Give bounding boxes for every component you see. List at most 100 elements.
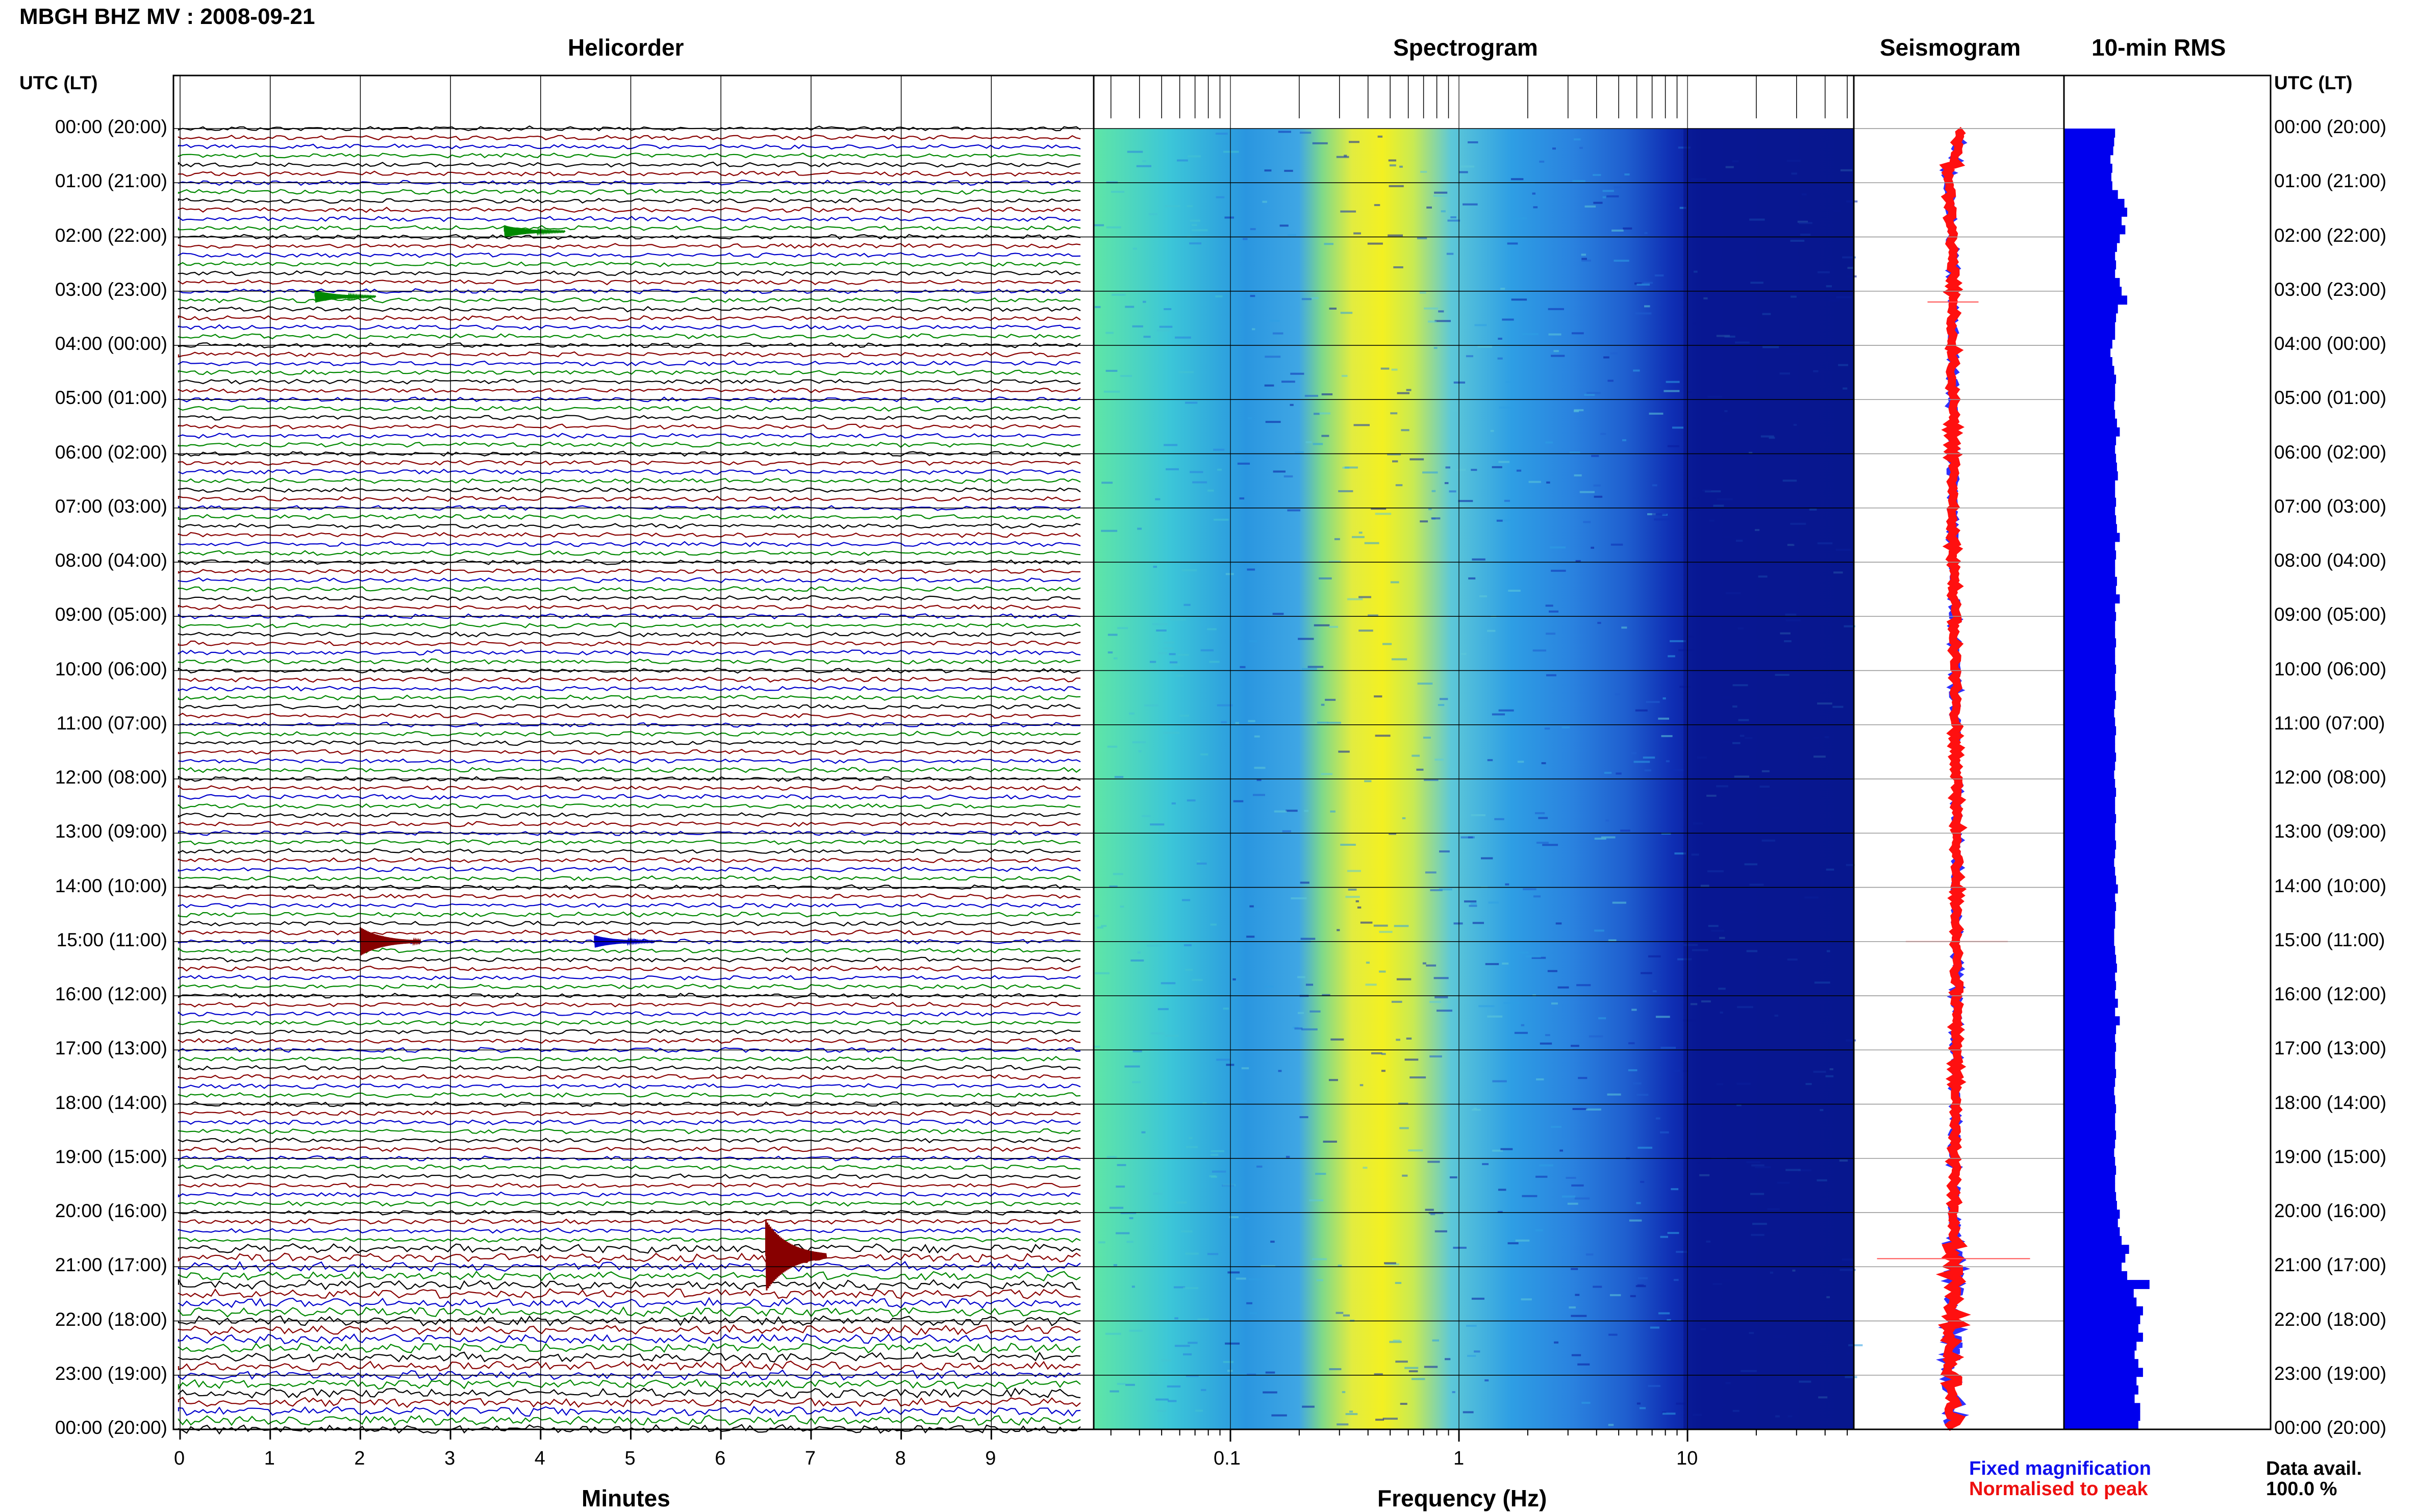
spectrogram-cell: [1298, 1012, 1304, 1014]
rms-bar: [2064, 840, 2117, 850]
spectrogram-cell: [1571, 1354, 1581, 1356]
spectrogram-cell: [1422, 471, 1438, 474]
spectrogram-cell: [1485, 963, 1499, 965]
helicorder-trace: [178, 929, 1081, 936]
rms-bar: [2064, 181, 2112, 191]
spectrogram-cell: [1455, 469, 1466, 471]
helicorder-trace: [178, 1227, 1081, 1234]
spectrogram-cell: [1164, 444, 1178, 446]
spectrogram-cell: [1424, 307, 1438, 310]
helicorder-event: [359, 927, 422, 955]
spectrogram-cell: [1217, 468, 1222, 471]
spectrogram-cell: [1211, 1175, 1217, 1178]
hour-label-left: 10:00 (06:00): [55, 658, 167, 679]
spectrogram-cell: [1227, 1271, 1240, 1274]
spectrogram-cell: [1510, 178, 1524, 181]
spectrogram-cell: [1094, 915, 1099, 917]
helicorder-trace: [178, 622, 1081, 628]
spectrogram-cell: [1425, 1208, 1434, 1211]
rms-bar: [2064, 559, 2115, 569]
spectrogram-cell: [1117, 1382, 1126, 1385]
spectrogram-cell: [1433, 194, 1448, 197]
hour-label-right: 01:00 (21:00): [2274, 170, 2387, 192]
spectrogram-cell: [1542, 844, 1558, 846]
rms-bar: [2064, 1209, 2120, 1219]
spectrogram-cell: [1263, 1391, 1277, 1394]
hour-label-right: 15:00 (11:00): [2274, 929, 2385, 950]
rms-bar: [2064, 190, 2118, 199]
rms-bar: [2064, 1385, 2138, 1395]
spectrogram-cell: [1507, 242, 1518, 245]
helicorder-trace: [178, 487, 1081, 493]
spectrogram-cell: [1396, 1039, 1400, 1041]
spectrogram-cell: [1148, 213, 1157, 215]
spectrogram-cell: [1179, 714, 1189, 717]
spectrogram-cell: [1628, 1069, 1638, 1071]
rms-bar: [2064, 1324, 2138, 1333]
spectrogram-cell: [1321, 773, 1333, 775]
helicorder-trace: [178, 234, 1081, 240]
helicorder-trace: [178, 315, 1081, 321]
spectrogram-cell: [1409, 1076, 1426, 1079]
rms-bar: [2064, 1104, 2117, 1114]
spectrogram-cell: [1581, 254, 1586, 256]
spectrogram-cell: [1417, 683, 1433, 685]
spectrogram-cell: [1337, 1423, 1349, 1426]
spectrogram-cell: [1606, 195, 1619, 197]
rms-bar: [2064, 1297, 2137, 1307]
spectrogram-cell: [1561, 1195, 1576, 1198]
rms-bar: [2064, 506, 2115, 516]
helicorder-event: [765, 1220, 827, 1291]
spectrogram-cell: [1598, 1017, 1606, 1020]
helicorder-trace: [178, 514, 1081, 520]
spectrogram-cell: [1644, 232, 1648, 234]
rms-bar: [2064, 163, 2112, 173]
spectrogram-cell: [1129, 1217, 1134, 1219]
spectrogram-cell: [1101, 482, 1113, 484]
spectrogram-cell: [1430, 1213, 1435, 1216]
helicorder-trace: [178, 1243, 1081, 1254]
spectrogram-cell: [1301, 1028, 1318, 1030]
spectrogram-cell: [1338, 490, 1353, 492]
spectrogram-cell: [1538, 817, 1548, 819]
rms-bar: [2064, 1087, 2114, 1096]
spectrogram-cell: [1347, 598, 1363, 600]
spectrogram-cell: [1426, 206, 1432, 209]
helicorder-trace: [178, 947, 1081, 954]
spectrogram-cell: [1426, 964, 1437, 967]
spectrogram-cell: [1329, 1368, 1342, 1370]
spectrogram-cell: [1101, 925, 1107, 927]
spectrogram-cell: [1381, 1070, 1386, 1072]
spectrogram-cell: [1235, 722, 1239, 724]
spectrogram-cell: [1156, 329, 1170, 332]
spectrogram-cell: [1661, 735, 1673, 737]
helicorder-frame: [172, 74, 1095, 1430]
spectrogram-cell: [1113, 873, 1123, 875]
rms-bar: [2064, 665, 2117, 674]
spectrogram-cell: [1132, 1081, 1141, 1083]
rms-bar: [2064, 198, 2125, 208]
hour-label-left: 12:00 (08:00): [55, 767, 167, 788]
rms-bar: [2064, 234, 2120, 243]
spectrogram-cell: [1515, 1239, 1530, 1242]
helicorder-trace: [178, 749, 1081, 755]
helicorder-trace: [178, 188, 1081, 195]
spectrogram-cell: [1334, 538, 1340, 540]
spectrogram-cell: [1112, 293, 1126, 296]
spectrogram-cell: [1182, 569, 1197, 571]
rms-bar: [2064, 576, 2117, 586]
spectrogram-cell: [1324, 243, 1333, 245]
hour-label-left: 07:00 (03:00): [55, 495, 167, 517]
rms-bar: [2064, 831, 2115, 841]
spectrogram-cell: [1222, 1185, 1235, 1187]
spectrogram-cell: [1210, 923, 1217, 926]
hour-label-left: 15:00 (11:00): [56, 929, 167, 950]
spectrogram-cell: [1539, 160, 1545, 163]
minute-tick-label: 3: [444, 1448, 456, 1469]
spectrogram-cell: [1329, 308, 1337, 310]
spectrogram-cell: [1129, 1329, 1143, 1332]
spectrogram-cell: [1197, 860, 1200, 863]
time-gridlines: [173, 75, 2064, 1430]
spectrogram-cell: [1654, 518, 1670, 521]
spectrogram-cell: [1246, 936, 1255, 938]
